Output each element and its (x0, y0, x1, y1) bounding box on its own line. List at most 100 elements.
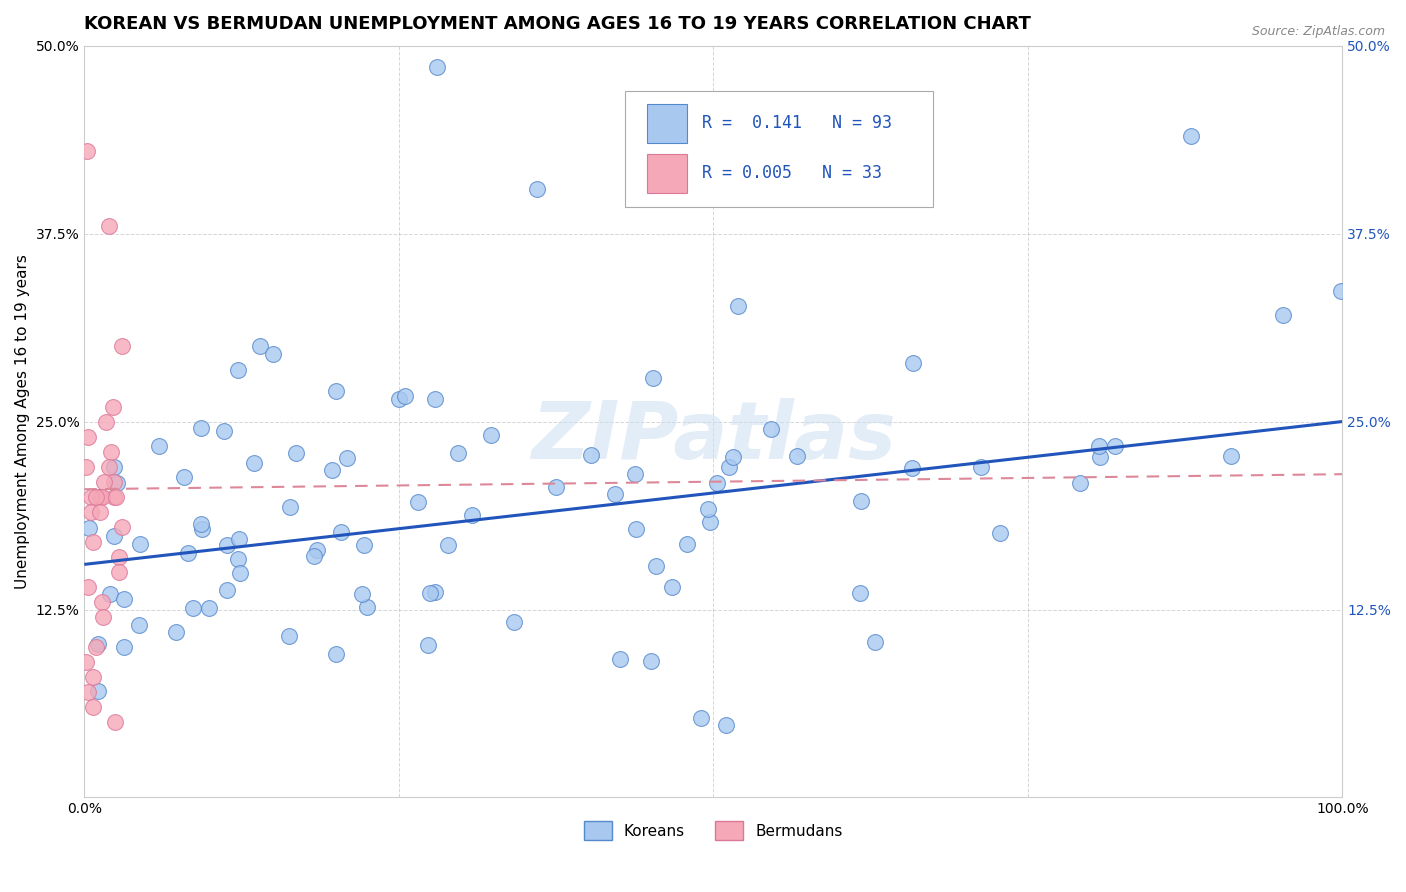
Point (661, 580, 683, 594)
Point (90, 595, 112, 609)
Point (1104, 439, 1126, 453)
Point (228, 532, 250, 546)
Point (329, 524, 352, 539)
Point (80, 505, 103, 519)
Point (699, 515, 721, 529)
Point (643, 371, 665, 385)
Point (128, 618, 150, 632)
Point (900, 461, 922, 475)
Point (75, 459, 97, 474)
Point (603, 487, 626, 501)
Point (87, 684, 110, 698)
Text: ZIPatlas: ZIPatlas (531, 398, 896, 475)
Point (706, 476, 728, 491)
Point (165, 625, 187, 640)
Point (103, 529, 125, 543)
Point (609, 652, 631, 666)
Point (863, 635, 886, 649)
Point (98, 459, 121, 474)
Point (416, 638, 439, 652)
Point (148, 439, 170, 453)
FancyBboxPatch shape (626, 91, 934, 207)
Point (173, 469, 195, 483)
Point (229, 566, 252, 581)
Point (353, 538, 375, 552)
Point (640, 654, 662, 668)
Point (91, 490, 114, 504)
Point (215, 582, 238, 597)
Point (461, 508, 484, 522)
Point (76, 144, 98, 158)
Y-axis label: Unemployment Among Ages 16 to 19 years: Unemployment Among Ages 16 to 19 years (15, 254, 30, 589)
Legend: Koreans, Bermudans: Koreans, Bermudans (578, 815, 849, 847)
Point (129, 537, 152, 551)
Point (1088, 450, 1111, 465)
Point (103, 459, 125, 474)
Point (689, 711, 711, 725)
Point (406, 495, 429, 509)
Point (1219, 450, 1241, 464)
Point (100, 444, 122, 458)
Point (423, 584, 446, 599)
Point (104, 715, 127, 730)
Point (86, 490, 108, 504)
Point (105, 476, 128, 491)
Point (105, 490, 128, 504)
Point (419, 586, 441, 600)
Point (970, 460, 993, 475)
Point (849, 493, 872, 508)
Point (97, 219, 120, 233)
Point (1088, 438, 1111, 452)
Point (226, 552, 249, 566)
Point (98, 587, 121, 601)
Point (82, 700, 104, 714)
Point (103, 400, 125, 414)
Point (76, 580, 98, 594)
Point (77, 521, 100, 535)
Point (425, 60, 447, 74)
Point (82, 670, 104, 684)
Point (77, 685, 100, 699)
Point (77, 429, 100, 443)
Point (623, 467, 645, 482)
Point (759, 422, 782, 436)
Point (423, 392, 446, 407)
Point (103, 490, 125, 504)
Point (901, 356, 924, 370)
Point (1069, 475, 1091, 490)
Point (1271, 308, 1294, 322)
Point (249, 339, 271, 353)
Point (84, 640, 107, 654)
Point (277, 629, 299, 643)
Text: R =  0.141   N = 93: R = 0.141 N = 93 (702, 114, 891, 132)
Point (112, 640, 135, 654)
Point (89, 490, 111, 504)
Point (181, 601, 204, 615)
Text: Source: ZipAtlas.com: Source: ZipAtlas.com (1251, 25, 1385, 38)
Point (714, 718, 737, 732)
Point (727, 299, 749, 313)
Point (988, 526, 1011, 541)
Text: R = 0.005   N = 33: R = 0.005 N = 33 (702, 164, 882, 183)
Point (321, 463, 343, 477)
Point (325, 384, 347, 399)
Point (80, 490, 103, 504)
Point (502, 615, 524, 629)
Point (103, 475, 125, 489)
Point (388, 392, 411, 406)
Point (215, 538, 238, 552)
Point (190, 517, 212, 532)
Point (394, 389, 416, 403)
Point (190, 421, 212, 435)
Point (697, 501, 720, 516)
Bar (647, 103, 688, 143)
Point (786, 450, 808, 464)
Point (721, 450, 744, 464)
Point (108, 549, 131, 564)
Point (624, 522, 647, 536)
Point (526, 181, 548, 195)
Point (447, 446, 470, 460)
Point (228, 363, 250, 377)
Point (198, 600, 221, 615)
Point (262, 347, 284, 361)
